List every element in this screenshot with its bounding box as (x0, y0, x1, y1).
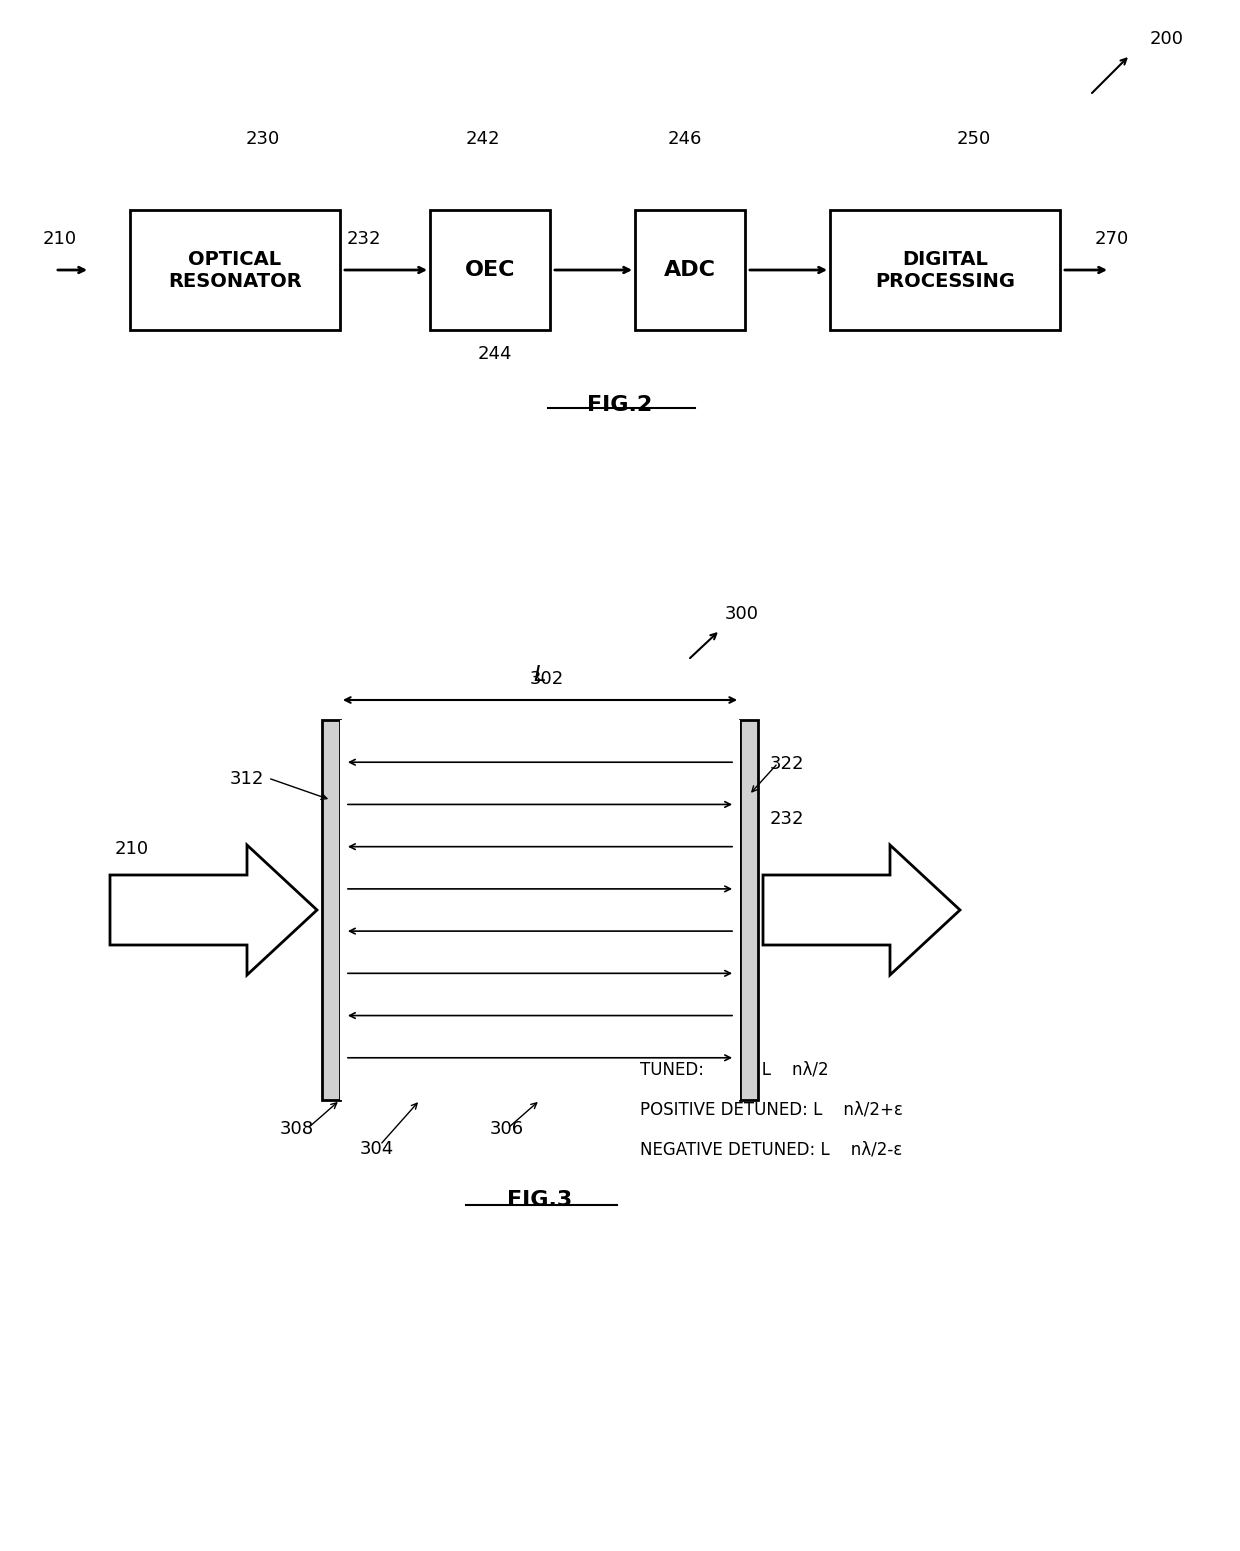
Text: L: L (533, 665, 546, 686)
Text: 304: 304 (360, 1140, 394, 1159)
Text: FIG.3: FIG.3 (507, 1190, 573, 1210)
FancyBboxPatch shape (340, 720, 740, 1100)
Text: 210: 210 (115, 841, 149, 858)
Text: 200: 200 (1149, 29, 1184, 48)
Text: 230: 230 (246, 130, 280, 147)
Polygon shape (110, 845, 317, 976)
FancyBboxPatch shape (130, 209, 340, 330)
Text: OEC: OEC (465, 261, 516, 281)
Text: 302: 302 (529, 670, 564, 689)
Text: 306: 306 (490, 1120, 525, 1138)
Text: 232: 232 (770, 810, 805, 828)
Text: ADC: ADC (663, 261, 715, 281)
Text: 210: 210 (43, 230, 77, 248)
Text: 322: 322 (770, 755, 805, 772)
FancyBboxPatch shape (740, 720, 758, 1100)
FancyBboxPatch shape (322, 720, 340, 1100)
Text: 300: 300 (725, 605, 759, 624)
Text: 312: 312 (229, 769, 264, 788)
Text: 250: 250 (956, 130, 991, 147)
FancyBboxPatch shape (430, 209, 551, 330)
FancyBboxPatch shape (830, 209, 1060, 330)
Text: OPTICAL
RESONATOR: OPTICAL RESONATOR (169, 250, 301, 290)
FancyBboxPatch shape (635, 209, 745, 330)
Text: 246: 246 (668, 130, 702, 147)
Text: TUNED:           L    nλ/2: TUNED: L nλ/2 (640, 1059, 828, 1078)
Text: 270: 270 (1095, 230, 1130, 248)
Text: 244: 244 (477, 344, 512, 363)
Text: 242: 242 (466, 130, 501, 147)
Text: NEGATIVE DETUNED: L    nλ/2-ε: NEGATIVE DETUNED: L nλ/2-ε (640, 1140, 903, 1159)
Text: 308: 308 (280, 1120, 314, 1138)
Text: 232: 232 (347, 230, 382, 248)
Text: DIGITAL
PROCESSING: DIGITAL PROCESSING (875, 250, 1016, 290)
Polygon shape (763, 845, 960, 976)
Text: POSITIVE DETUNED: L    nλ/2+ε: POSITIVE DETUNED: L nλ/2+ε (640, 1100, 903, 1118)
Text: FIG.2: FIG.2 (588, 396, 652, 416)
